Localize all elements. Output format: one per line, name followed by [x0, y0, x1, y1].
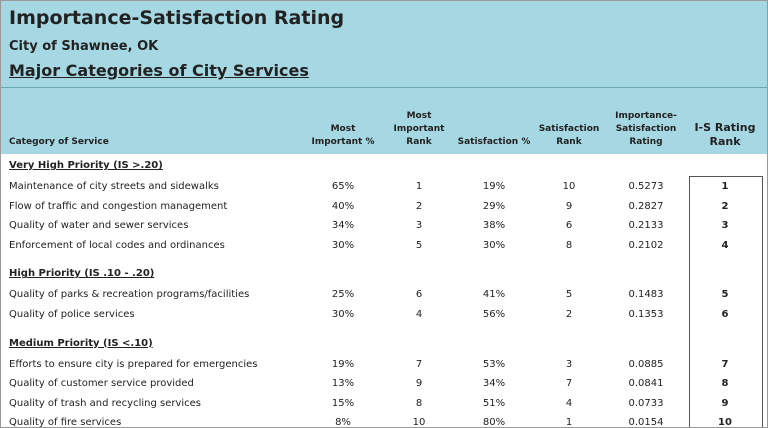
cell-value: 9 [565, 200, 573, 212]
column-header: Important % [311, 137, 375, 147]
cell-value: 1 [415, 181, 423, 192]
cell-value: 4 [721, 239, 729, 251]
subtitle: City of Shawnee, OK [9, 39, 159, 54]
cell-value: 30% [482, 239, 506, 251]
cell-value: 3 [721, 220, 729, 232]
cell-value: 5 [565, 289, 573, 301]
row-label: Quality of trash and recycling services [9, 397, 202, 409]
row-label: Quality of fire services [9, 417, 122, 428]
cell-value: 3 [565, 358, 573, 370]
row-label: Efforts to ensure city is prepared for e… [9, 358, 258, 370]
title: Importance-Satisfaction Rating [9, 7, 345, 29]
column-header: Rank [709, 135, 741, 148]
row-label: Enforcement of local codes and ordinance… [9, 239, 225, 251]
row-label: Quality of customer service provided [9, 378, 194, 390]
cell-value: 13% [331, 378, 355, 390]
column-header: Category of Service [9, 137, 109, 147]
cell-value: 41% [482, 289, 506, 301]
column-header: Satisfaction [538, 124, 600, 134]
column-header: Satisfaction [615, 124, 677, 134]
row-label: Quality of parks & recreation programs/f… [9, 289, 250, 301]
cell-value: 56% [482, 309, 506, 320]
cell-value: 38% [482, 220, 506, 232]
cell-value: 10 [412, 417, 426, 428]
cell-value: 80% [482, 417, 506, 428]
column-header: Rank [556, 137, 582, 147]
cell-value: 65% [331, 181, 355, 192]
column-header: I-S Rating [694, 121, 756, 134]
cell-value: 40% [331, 200, 355, 212]
column-header: Satisfaction % [457, 137, 531, 147]
cell-value: 19% [482, 181, 506, 192]
cell-value: 9 [415, 378, 423, 390]
cell-value: 6 [415, 289, 423, 301]
cell-value: 30% [331, 309, 355, 320]
cell-value: 7 [415, 358, 423, 370]
cell-value: 1 [721, 181, 729, 192]
row-label: Flow of traffic and congestion managemen… [9, 200, 228, 212]
cell-value: 0.0885 [628, 358, 664, 370]
cell-value: 8% [335, 417, 351, 428]
cell-value: 0.2827 [628, 200, 664, 212]
cell-value: 0.2102 [628, 239, 664, 251]
column-header: Most [330, 124, 356, 134]
group-label: High Priority (IS .10 - .20) [9, 268, 155, 280]
cell-value: 8 [415, 397, 423, 409]
title-band [1, 1, 767, 87]
cell-value: 1 [565, 417, 573, 428]
cell-value: 0.1483 [628, 289, 664, 301]
column-header: Important [393, 124, 445, 134]
cell-value: 7 [721, 358, 729, 370]
cell-value: 8 [721, 378, 729, 390]
cell-value: 0.2133 [628, 220, 664, 232]
cell-value: 0.1353 [628, 309, 664, 320]
cell-value: 2 [565, 309, 573, 320]
row-label: Maintenance of city streets and sidewalk… [9, 181, 219, 192]
cell-value: 25% [331, 289, 355, 301]
cell-value: 34% [331, 220, 355, 232]
cell-value: 6 [721, 309, 729, 320]
cell-value: 10 [562, 181, 576, 192]
cell-value: 15% [331, 397, 355, 409]
cell-value: 0.0154 [628, 417, 664, 428]
cell-value: 53% [482, 358, 506, 370]
cell-value: 51% [482, 397, 506, 409]
cell-value: 34% [482, 378, 506, 390]
heading: Major Categories of City Services [9, 61, 309, 80]
cell-value: 5 [721, 289, 729, 301]
cell-value: 2 [721, 200, 729, 212]
cell-value: 5 [415, 239, 423, 251]
group-label: Very High Priority (IS >.20) [9, 160, 163, 171]
cell-value: 19% [331, 358, 355, 370]
cell-value: 30% [331, 239, 355, 251]
cell-value: 29% [482, 200, 506, 212]
cell-value: 4 [415, 309, 423, 320]
cell-value: 3 [415, 220, 423, 232]
rank-box [689, 176, 763, 427]
cell-value: 10 [718, 417, 732, 428]
row-label: Quality of water and sewer services [9, 220, 189, 232]
cell-value: 2 [415, 200, 423, 212]
cell-value: 4 [565, 397, 573, 409]
column-header: Rating [629, 137, 663, 147]
cell-value: 9 [721, 397, 729, 409]
column-header-band [1, 87, 767, 154]
column-header: Rank [406, 137, 432, 147]
cell-value: 6 [565, 220, 573, 232]
column-header: Importance- [615, 111, 677, 121]
cell-value: 0.0841 [628, 378, 664, 390]
cell-value: 7 [565, 378, 573, 390]
cell-value: 8 [565, 239, 573, 251]
group-label: Medium Priority (IS <.10) [9, 337, 153, 349]
row-label: Quality of police services [9, 309, 135, 320]
column-header: Most [406, 111, 432, 121]
cell-value: 0.0733 [628, 397, 664, 409]
cell-value: 0.5273 [628, 181, 664, 192]
